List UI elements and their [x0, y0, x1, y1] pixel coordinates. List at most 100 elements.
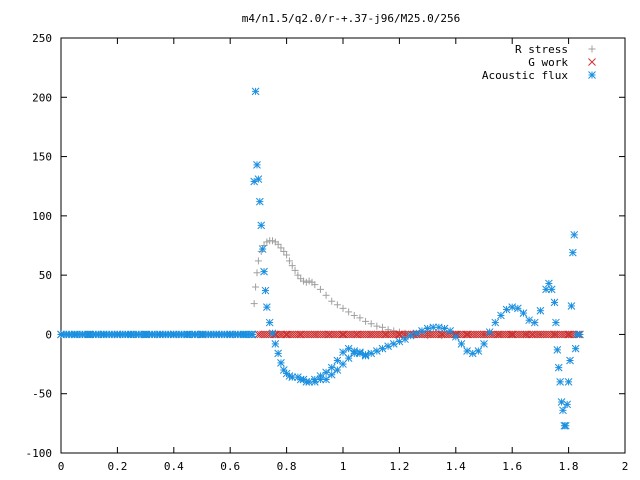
x-tick-label: 1.8 — [559, 460, 579, 473]
data-point — [252, 283, 260, 291]
data-point — [564, 330, 573, 339]
data-point — [480, 340, 488, 348]
data-point — [288, 373, 297, 381]
y-tick-label: 250 — [32, 32, 52, 45]
data-point — [362, 317, 370, 325]
data-point — [424, 332, 432, 340]
data-point — [401, 329, 409, 337]
data-point — [316, 375, 325, 384]
data-point — [474, 347, 483, 355]
x-tick-label: 1.6 — [502, 460, 522, 473]
data-point — [568, 248, 577, 257]
x-axis: 0 0.2 0.4 0.6 0.8 1 1.2 1.4 1.6 1.8 2 — [58, 38, 629, 473]
data-point — [274, 240, 282, 248]
data-point — [564, 378, 573, 386]
x-tick-label: 1.4 — [446, 460, 466, 473]
data-point — [254, 175, 263, 183]
data-point — [536, 306, 545, 315]
series-g-work — [57, 330, 584, 339]
series-r-stress — [57, 237, 584, 340]
legend-marker — [588, 45, 596, 53]
data-point — [268, 329, 277, 338]
legend-label: Acoustic flux — [482, 69, 568, 82]
data-point — [277, 244, 285, 252]
data-point — [280, 247, 288, 255]
data-point — [253, 161, 261, 169]
data-point — [285, 257, 293, 265]
data-point — [513, 304, 522, 313]
data-point — [554, 363, 563, 372]
series-acoustic-flux — [57, 87, 584, 430]
data-point — [282, 330, 291, 339]
x-tick-label: 0.6 — [220, 460, 240, 473]
data-point — [545, 279, 553, 288]
plot-frame — [60, 37, 626, 454]
data-point — [327, 370, 336, 379]
data-point — [566, 356, 574, 365]
data-point — [253, 269, 261, 277]
data-point — [435, 323, 443, 332]
data-point — [274, 349, 282, 358]
data-point — [322, 375, 330, 384]
data-point — [561, 421, 570, 430]
x-tick-label: 0.4 — [164, 460, 184, 473]
chart-title: m4/n1.5/q2.0/r-+.37-j96/M25.0/256 — [242, 12, 461, 25]
data-point — [328, 297, 336, 305]
data-point — [255, 197, 264, 206]
data-point — [283, 251, 291, 259]
y-axis: 250 200 150 100 50 0 -50 -100 — [26, 32, 625, 460]
data-point — [553, 345, 562, 354]
data-point — [263, 303, 271, 312]
y-tick-label: 100 — [32, 210, 52, 223]
data-point — [395, 330, 404, 339]
data-point — [552, 318, 560, 327]
data-point — [265, 318, 274, 327]
data-point — [345, 308, 353, 316]
data-point — [356, 314, 364, 322]
x-tick-label: 0.2 — [107, 460, 127, 473]
data-point — [258, 245, 267, 253]
x-tick-label: 0.8 — [277, 460, 297, 473]
data-point — [556, 378, 564, 386]
data-point — [485, 328, 494, 336]
data-point — [291, 266, 299, 274]
legend-label: G work — [528, 56, 568, 69]
data-point — [311, 281, 319, 289]
legend-marker — [588, 71, 596, 79]
data-point — [567, 302, 576, 310]
y-tick-label: 150 — [32, 151, 52, 164]
data-point — [361, 350, 370, 359]
y-tick-label: -50 — [32, 388, 52, 401]
data-point — [271, 340, 280, 348]
data-point — [373, 322, 381, 330]
data-point — [570, 230, 579, 239]
data-point — [559, 406, 567, 415]
data-point — [519, 309, 528, 317]
series-layer — [57, 87, 584, 430]
data-point — [333, 301, 341, 309]
y-tick-label: -100 — [26, 447, 53, 460]
data-point — [339, 304, 347, 312]
data-point — [542, 285, 550, 294]
data-point — [257, 221, 266, 230]
y-tick-label: 50 — [39, 269, 52, 282]
data-point — [463, 347, 471, 355]
data-point — [261, 286, 270, 295]
data-point — [550, 298, 559, 307]
data-point — [302, 378, 311, 386]
data-point — [571, 344, 580, 353]
data-point — [260, 267, 268, 276]
x-tick-label: 0 — [58, 460, 65, 473]
data-point — [378, 323, 386, 331]
y-tick-label: 0 — [45, 328, 52, 341]
data-point — [457, 340, 466, 348]
data-point — [247, 330, 256, 339]
x-tick-label: 2 — [622, 460, 629, 473]
data-point — [339, 330, 347, 339]
data-point — [576, 330, 584, 339]
x-tick-label: 1.2 — [389, 460, 409, 473]
data-point — [350, 311, 358, 319]
legend-marker — [588, 58, 596, 66]
